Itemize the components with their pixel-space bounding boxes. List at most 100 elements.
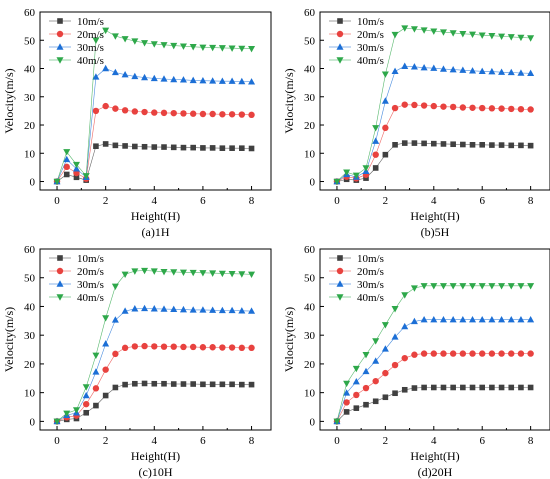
legend-label: 20m/s [77, 29, 104, 41]
data-point [121, 36, 129, 43]
data-point [209, 44, 217, 52]
data-point [420, 63, 428, 71]
data-point [72, 165, 80, 172]
data-point [111, 316, 119, 323]
data-point [352, 378, 360, 385]
data-point [517, 350, 525, 357]
data-point [410, 285, 418, 292]
data-point [92, 385, 100, 392]
series-40m-per-s [53, 27, 256, 186]
data-point [518, 384, 524, 391]
data-point [209, 145, 216, 151]
data-point [200, 381, 206, 388]
data-point [401, 140, 408, 146]
data-point [362, 384, 370, 392]
data-point [381, 345, 389, 352]
data-point [527, 384, 534, 391]
data-point [111, 68, 119, 76]
data-point [498, 384, 505, 391]
legend-marker [336, 294, 344, 301]
data-point [141, 108, 148, 116]
data-point [112, 142, 119, 149]
data-point [189, 306, 197, 313]
data-point [488, 105, 496, 112]
data-point [420, 350, 428, 357]
data-point [219, 381, 226, 388]
y-tick-label: 0 [30, 177, 36, 189]
data-point [430, 102, 437, 110]
data-point [170, 269, 178, 276]
data-point [160, 268, 168, 276]
data-point [209, 270, 217, 277]
data-point [209, 306, 217, 313]
x-tick-label: 8 [528, 435, 534, 447]
data-point [381, 71, 389, 78]
legend-marker [336, 280, 344, 287]
x-tick-label: 2 [383, 195, 389, 207]
data-point [92, 37, 100, 44]
data-point [189, 76, 197, 84]
data-point [459, 31, 467, 38]
data-point [122, 143, 128, 149]
data-point [498, 350, 505, 357]
data-point [439, 65, 447, 72]
data-point [518, 142, 524, 149]
data-point [508, 384, 515, 391]
data-point [517, 105, 525, 113]
data-point [102, 315, 110, 322]
data-point [248, 46, 256, 53]
chart-panel-3: 0 10 20 30 40 50 60 0 2 4 6 8 Height(H) Velocity(m/s)… [2, 244, 272, 479]
data-point [420, 27, 428, 34]
data-point [507, 315, 515, 323]
data-point [92, 107, 100, 115]
data-point [150, 268, 158, 275]
data-point [248, 307, 256, 314]
data-point [131, 343, 139, 350]
y-axis-title: Velocity(m/s) [2, 307, 16, 372]
series-10m-per-s [54, 141, 255, 185]
data-point [449, 65, 457, 73]
data-point [343, 409, 350, 415]
data-point [372, 398, 379, 405]
data-point [411, 385, 418, 391]
data-point [449, 30, 457, 37]
data-point [479, 141, 486, 148]
data-point [229, 145, 235, 151]
data-point [248, 145, 255, 152]
data-point [401, 62, 409, 69]
data-point [238, 344, 246, 352]
data-point [527, 283, 535, 290]
data-point [401, 101, 408, 108]
data-point [343, 169, 351, 176]
data-point [440, 350, 447, 357]
data-point [239, 145, 245, 151]
data-point [498, 315, 506, 323]
y-axis-title: Velocity(m/s) [2, 68, 16, 133]
data-point [219, 145, 226, 151]
data-point [411, 140, 418, 146]
data-point [228, 271, 236, 278]
data-point [238, 271, 246, 278]
data-point [160, 75, 168, 82]
series-20m-per-s [333, 350, 534, 425]
data-point [440, 141, 447, 147]
data-point [121, 271, 129, 278]
plot-frame [39, 11, 272, 191]
data-point [527, 142, 534, 149]
data-point [179, 305, 187, 313]
data-point [401, 25, 409, 32]
data-point [170, 144, 177, 151]
legend-marker [336, 30, 344, 38]
y-tick-label: 10 [304, 388, 316, 400]
data-point [381, 322, 389, 329]
data-point [180, 144, 187, 151]
data-point [469, 31, 477, 39]
data-point [82, 173, 90, 180]
data-point [391, 361, 399, 369]
data-point [189, 44, 197, 51]
y-tick-label: 50 [24, 273, 36, 285]
legend-label: 10m/s [357, 253, 384, 265]
